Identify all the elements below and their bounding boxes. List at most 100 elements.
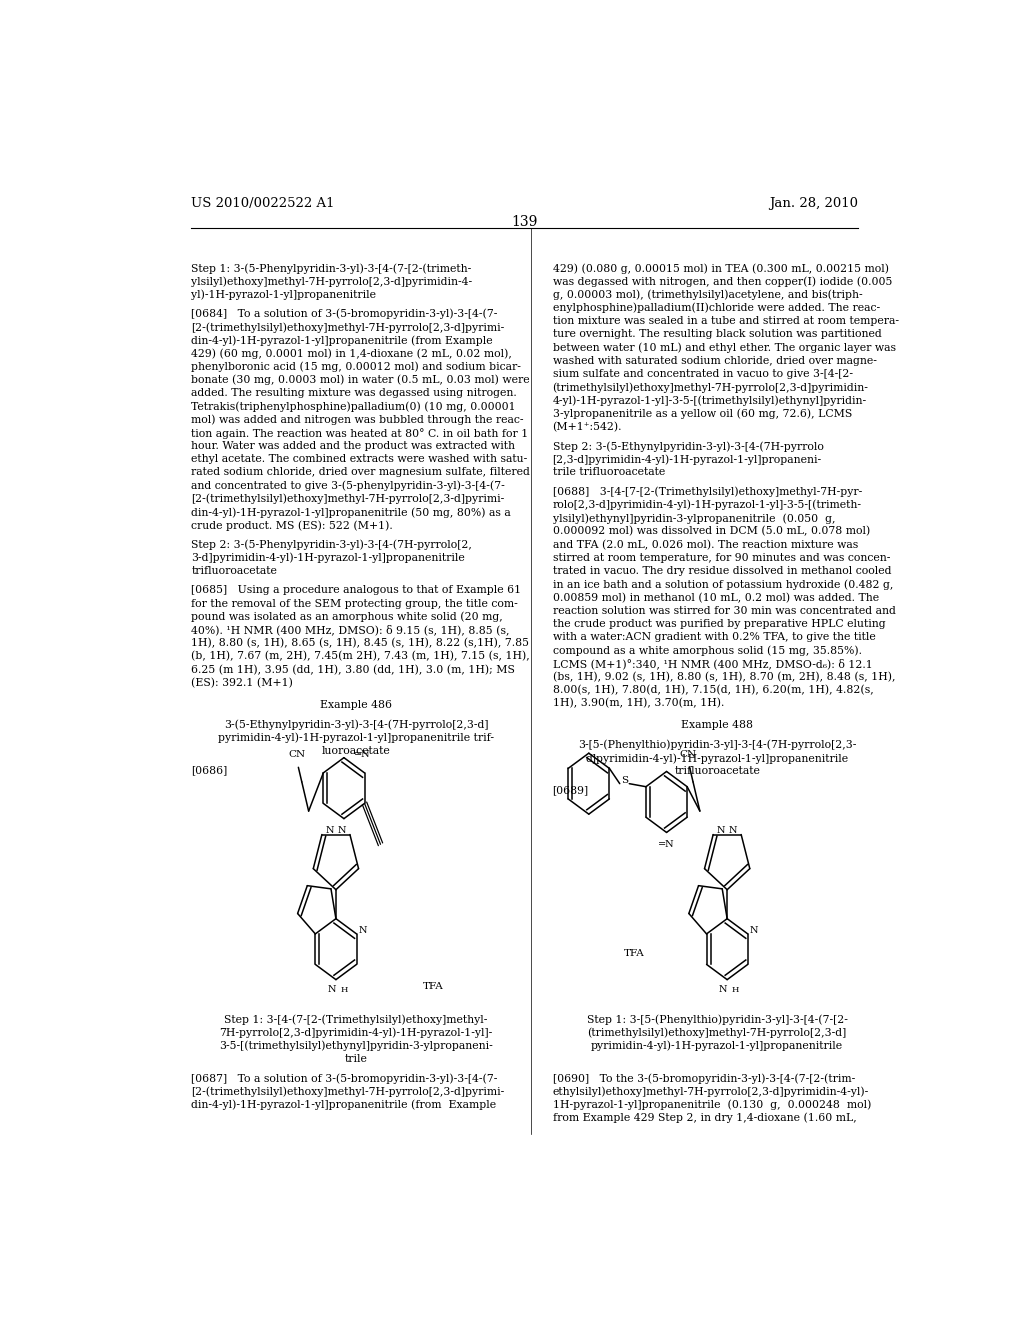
Text: 1H-pyrazol-1-yl]propanenitrile  (0.130  g,  0.000248  mol): 1H-pyrazol-1-yl]propanenitrile (0.130 g,…: [553, 1100, 871, 1110]
Text: sium sulfate and concentrated in vacuo to give 3-[4-[2-: sium sulfate and concentrated in vacuo t…: [553, 368, 853, 379]
Text: [0684]   To a solution of 3-(5-bromopyridin-3-yl)-3-[4-(7-: [0684] To a solution of 3-(5-bromopyridi…: [191, 309, 498, 319]
Text: Jan. 28, 2010: Jan. 28, 2010: [769, 197, 858, 210]
Text: Step 1: 3-[4-(7-[2-(Trimethylsilyl)ethoxy]methyl-: Step 1: 3-[4-(7-[2-(Trimethylsilyl)ethox…: [224, 1014, 487, 1024]
Text: 3-d]pyrimidin-4-yl)-1H-pyrazol-1-yl]propanenitrile: 3-d]pyrimidin-4-yl)-1H-pyrazol-1-yl]prop…: [191, 553, 465, 564]
Text: trated in vacuo. The dry residue dissolved in methanol cooled: trated in vacuo. The dry residue dissolv…: [553, 566, 891, 576]
Text: N: N: [358, 927, 368, 936]
Text: S: S: [621, 776, 628, 785]
Text: N: N: [750, 927, 759, 936]
Text: d]pyrimidin-4-yl)-1H-pyrazol-1-yl]propanenitrile: d]pyrimidin-4-yl)-1H-pyrazol-1-yl]propan…: [586, 752, 849, 763]
Text: from Example 429 Step 2, in dry 1,4-dioxane (1.60 mL,: from Example 429 Step 2, in dry 1,4-diox…: [553, 1113, 856, 1123]
Text: N: N: [719, 985, 727, 994]
Text: ylsilyl)ethoxy]methyl-7H-pyrrolo[2,3-d]pyrimidin-4-: ylsilyl)ethoxy]methyl-7H-pyrrolo[2,3-d]p…: [191, 276, 473, 286]
Text: Step 2: 3-(5-Ethynylpyridin-3-yl)-3-[4-(7H-pyrrolo: Step 2: 3-(5-Ethynylpyridin-3-yl)-3-[4-(…: [553, 441, 823, 451]
Text: [0687]   To a solution of 3-(5-bromopyridin-3-yl)-3-[4-(7-: [0687] To a solution of 3-(5-bromopyridi…: [191, 1073, 498, 1084]
Text: rolo[2,3-d]pyrimidin-4-yl)-1H-pyrazol-1-yl]-3-5-[(trimeth-: rolo[2,3-d]pyrimidin-4-yl)-1H-pyrazol-1-…: [553, 500, 861, 511]
Text: =N: =N: [354, 750, 371, 759]
Text: the crude product was purified by preparative HPLC eluting: the crude product was purified by prepar…: [553, 619, 885, 628]
Text: 429) (0.080 g, 0.00015 mol) in TEA (0.300 mL, 0.00215 mol): 429) (0.080 g, 0.00015 mol) in TEA (0.30…: [553, 263, 889, 273]
Text: N: N: [328, 985, 336, 994]
Text: (trimethylsilyl)ethoxy]methyl-7H-pyrrolo[2,3-d]pyrimidin-: (trimethylsilyl)ethoxy]methyl-7H-pyrrolo…: [553, 381, 868, 392]
Text: bonate (30 mg, 0.0003 mol) in water (0.5 mL, 0.03 mol) were: bonate (30 mg, 0.0003 mol) in water (0.5…: [191, 375, 530, 385]
Text: LCMS (M+1)°:340, ¹H NMR (400 MHz, DMSO-d₆): δ 12.1: LCMS (M+1)°:340, ¹H NMR (400 MHz, DMSO-d…: [553, 659, 872, 669]
Text: [0689]: [0689]: [553, 785, 589, 796]
Text: (ES): 392.1 (M+1): (ES): 392.1 (M+1): [191, 677, 293, 688]
Text: 1H), 8.80 (s, 1H), 8.65 (s, 1H), 8.45 (s, 1H), 8.22 (s,1H), 7.85: 1H), 8.80 (s, 1H), 8.65 (s, 1H), 8.45 (s…: [191, 638, 529, 648]
Text: was degassed with nitrogen, and then copper(I) iodide (0.005: was degassed with nitrogen, and then cop…: [553, 276, 892, 286]
Text: crude product. MS (ES): 522 (M+1).: crude product. MS (ES): 522 (M+1).: [191, 520, 393, 531]
Text: between water (10 mL) and ethyl ether. The organic layer was: between water (10 mL) and ethyl ether. T…: [553, 342, 896, 352]
Text: [2,3-d]pyrimidin-4-yl)-1H-pyrazol-1-yl]propaneni-: [2,3-d]pyrimidin-4-yl)-1H-pyrazol-1-yl]p…: [553, 454, 821, 465]
Text: trile: trile: [345, 1053, 368, 1064]
Text: Tetrakis(triphenylphosphine)palladium(0) (10 mg, 0.00001: Tetrakis(triphenylphosphine)palladium(0)…: [191, 401, 516, 412]
Text: trifluoroacetate: trifluoroacetate: [675, 766, 760, 776]
Text: ethyl acetate. The combined extracts were washed with satu-: ethyl acetate. The combined extracts wer…: [191, 454, 527, 465]
Text: reaction solution was stirred for 30 min was concentrated and: reaction solution was stirred for 30 min…: [553, 606, 895, 615]
Text: US 2010/0022522 A1: US 2010/0022522 A1: [191, 197, 335, 210]
Text: 1H), 3.90(m, 1H), 3.70(m, 1H).: 1H), 3.90(m, 1H), 3.70(m, 1H).: [553, 698, 724, 709]
Text: Example 488: Example 488: [681, 721, 754, 730]
Text: pound was isolated as an amorphous white solid (20 mg,: pound was isolated as an amorphous white…: [191, 611, 503, 622]
Text: Step 1: 3-(5-Phenylpyridin-3-yl)-3-[4-(7-[2-(trimeth-: Step 1: 3-(5-Phenylpyridin-3-yl)-3-[4-(7…: [191, 263, 472, 273]
Text: 8.00(s, 1H), 7.80(d, 1H), 7.15(d, 1H), 6.20(m, 1H), 4.82(s,: 8.00(s, 1H), 7.80(d, 1H), 7.15(d, 1H), 6…: [553, 685, 873, 696]
Text: and concentrated to give 3-(5-phenylpyridin-3-yl)-3-[4-(7-: and concentrated to give 3-(5-phenylpyri…: [191, 480, 505, 491]
Text: with a water:ACN gradient with 0.2% TFA, to give the title: with a water:ACN gradient with 0.2% TFA,…: [553, 632, 876, 642]
Text: 429) (60 mg, 0.0001 mol) in 1,4-dioxane (2 mL, 0.02 mol),: 429) (60 mg, 0.0001 mol) in 1,4-dioxane …: [191, 348, 512, 359]
Text: [0690]   To the 3-(5-bromopyridin-3-yl)-3-[4-(7-[2-(trim-: [0690] To the 3-(5-bromopyridin-3-yl)-3-…: [553, 1073, 855, 1084]
Text: and TFA (2.0 mL, 0.026 mol). The reaction mixture was: and TFA (2.0 mL, 0.026 mol). The reactio…: [553, 540, 858, 550]
Text: stirred at room temperature, for 90 minutes and was concen-: stirred at room temperature, for 90 minu…: [553, 553, 890, 562]
Text: hour. Water was added and the product was extracted with: hour. Water was added and the product wa…: [191, 441, 515, 451]
Text: g, 0.00003 mol), (trimethylsilyl)acetylene, and bis(triph-: g, 0.00003 mol), (trimethylsilyl)acetyle…: [553, 289, 862, 300]
Text: 3-(5-Ethynylpyridin-3-yl)-3-[4-(7H-pyrrolo[2,3-d]: 3-(5-Ethynylpyridin-3-yl)-3-[4-(7H-pyrro…: [224, 719, 488, 730]
Text: tion again. The reaction was heated at 80° C. in oil bath for 1: tion again. The reaction was heated at 8…: [191, 428, 528, 438]
Text: (trimethylsilyl)ethoxy]methyl-7H-pyrrolo[2,3-d]: (trimethylsilyl)ethoxy]methyl-7H-pyrrolo…: [588, 1027, 847, 1038]
Text: 0.000092 mol) was dissolved in DCM (5.0 mL, 0.078 mol): 0.000092 mol) was dissolved in DCM (5.0 …: [553, 527, 869, 537]
Text: trifluoroacetate: trifluoroacetate: [191, 566, 278, 576]
Text: 4-yl)-1H-pyrazol-1-yl]-3-5-[(trimethylsilyl)ethynyl]pyridin-: 4-yl)-1H-pyrazol-1-yl]-3-5-[(trimethylsi…: [553, 395, 866, 405]
Text: washed with saturated sodium chloride, dried over magne-: washed with saturated sodium chloride, d…: [553, 355, 877, 366]
Text: rated sodium chloride, dried over magnesium sulfate, filtered: rated sodium chloride, dried over magnes…: [191, 467, 530, 478]
Text: tion mixture was sealed in a tube and stirred at room tempera-: tion mixture was sealed in a tube and st…: [553, 315, 899, 326]
Text: luoroacetate: luoroacetate: [322, 746, 390, 756]
Text: trile trifluoroacetate: trile trifluoroacetate: [553, 467, 665, 478]
Text: Example 486: Example 486: [321, 700, 392, 710]
Text: N: N: [338, 826, 346, 836]
Text: N: N: [717, 826, 725, 836]
Text: 0.00859 mol) in methanol (10 mL, 0.2 mol) was added. The: 0.00859 mol) in methanol (10 mL, 0.2 mol…: [553, 593, 879, 603]
Text: 3-ylpropanenitrile as a yellow oil (60 mg, 72.6), LCMS: 3-ylpropanenitrile as a yellow oil (60 m…: [553, 408, 852, 418]
Text: pyrimidin-4-yl)-1H-pyrazol-1-yl]propanenitrile trif-: pyrimidin-4-yl)-1H-pyrazol-1-yl]propanen…: [218, 733, 495, 743]
Text: 3-[5-(Phenylthio)pyridin-3-yl]-3-[4-(7H-pyrrolo[2,3-: 3-[5-(Phenylthio)pyridin-3-yl]-3-[4-(7H-…: [579, 739, 856, 750]
Text: din-4-yl)-1H-pyrazol-1-yl]propanenitrile (from Example: din-4-yl)-1H-pyrazol-1-yl]propanenitrile…: [191, 335, 494, 346]
Text: Step 2: 3-(5-Phenylpyridin-3-yl)-3-[4-(7H-pyrrolo[2,: Step 2: 3-(5-Phenylpyridin-3-yl)-3-[4-(7…: [191, 540, 472, 550]
Text: TFA: TFA: [624, 949, 645, 958]
Text: CN: CN: [680, 750, 696, 759]
Text: phenylboronic acid (15 mg, 0.00012 mol) and sodium bicar-: phenylboronic acid (15 mg, 0.00012 mol) …: [191, 362, 521, 372]
Text: [2-(trimethylsilyl)ethoxy]methyl-7H-pyrrolo[2,3-d]pyrimi-: [2-(trimethylsilyl)ethoxy]methyl-7H-pyrr…: [191, 322, 505, 333]
Text: [2-(trimethylsilyl)ethoxy]methyl-7H-pyrrolo[2,3-d]pyrimi-: [2-(trimethylsilyl)ethoxy]methyl-7H-pyrr…: [191, 494, 505, 504]
Text: [0688]   3-[4-[7-[2-(Trimethylsilyl)ethoxy]methyl-7H-pyr-: [0688] 3-[4-[7-[2-(Trimethylsilyl)ethoxy…: [553, 487, 862, 498]
Text: (M+1⁺:542).: (M+1⁺:542).: [553, 421, 622, 432]
Text: H: H: [340, 986, 347, 994]
Text: enylphosphine)palladium(II)chloride were added. The reac-: enylphosphine)palladium(II)chloride were…: [553, 302, 880, 313]
Text: H: H: [731, 986, 738, 994]
Text: 40%). ¹H NMR (400 MHz, DMSO): δ 9.15 (s, 1H), 8.85 (s,: 40%). ¹H NMR (400 MHz, DMSO): δ 9.15 (s,…: [191, 624, 510, 636]
Text: [0685]   Using a procedure analogous to that of Example 61: [0685] Using a procedure analogous to th…: [191, 585, 521, 595]
Text: in an ice bath and a solution of potassium hydroxide (0.482 g,: in an ice bath and a solution of potassi…: [553, 579, 893, 590]
Text: N: N: [326, 826, 334, 836]
Text: N: N: [729, 826, 737, 836]
Text: (b, 1H), 7.67 (m, 2H), 7.45(m 2H), 7.43 (m, 1H), 7.15 (s, 1H),: (b, 1H), 7.67 (m, 2H), 7.45(m 2H), 7.43 …: [191, 651, 530, 661]
Text: 3-5-[(trimethylsilyl)ethynyl]pyridin-3-ylpropaneni-: 3-5-[(trimethylsilyl)ethynyl]pyridin-3-y…: [219, 1040, 493, 1051]
Text: CN: CN: [288, 750, 305, 759]
Text: Step 1: 3-[5-(Phenylthio)pyridin-3-yl]-3-[4-(7-[2-: Step 1: 3-[5-(Phenylthio)pyridin-3-yl]-3…: [587, 1014, 848, 1024]
Text: ylsilyl)ethynyl]pyridin-3-ylpropanenitrile  (0.050  g,: ylsilyl)ethynyl]pyridin-3-ylpropanenitri…: [553, 513, 836, 524]
Text: TFA: TFA: [423, 982, 444, 991]
Text: 7H-pyrrolo[2,3-d]pyrimidin-4-yl)-1H-pyrazol-1-yl]-: 7H-pyrrolo[2,3-d]pyrimidin-4-yl)-1H-pyra…: [219, 1027, 493, 1038]
Text: mol) was added and nitrogen was bubbled through the reac-: mol) was added and nitrogen was bubbled …: [191, 414, 524, 425]
Text: pyrimidin-4-yl)-1H-pyrazol-1-yl]propanenitrile: pyrimidin-4-yl)-1H-pyrazol-1-yl]propanen…: [591, 1040, 844, 1051]
Text: (bs, 1H), 9.02 (s, 1H), 8.80 (s, 1H), 8.70 (m, 2H), 8.48 (s, 1H),: (bs, 1H), 9.02 (s, 1H), 8.80 (s, 1H), 8.…: [553, 672, 895, 682]
Text: din-4-yl)-1H-pyrazol-1-yl]propanenitrile (50 mg, 80%) as a: din-4-yl)-1H-pyrazol-1-yl]propanenitrile…: [191, 507, 511, 517]
Text: ture overnight. The resulting black solution was partitioned: ture overnight. The resulting black solu…: [553, 329, 882, 339]
Text: [2-(trimethylsilyl)ethoxy]methyl-7H-pyrrolo[2,3-d]pyrimi-: [2-(trimethylsilyl)ethoxy]methyl-7H-pyrr…: [191, 1086, 505, 1097]
Text: din-4-yl)-1H-pyrazol-1-yl]propanenitrile (from  Example: din-4-yl)-1H-pyrazol-1-yl]propanenitrile…: [191, 1100, 497, 1110]
Text: [0686]: [0686]: [191, 766, 227, 775]
